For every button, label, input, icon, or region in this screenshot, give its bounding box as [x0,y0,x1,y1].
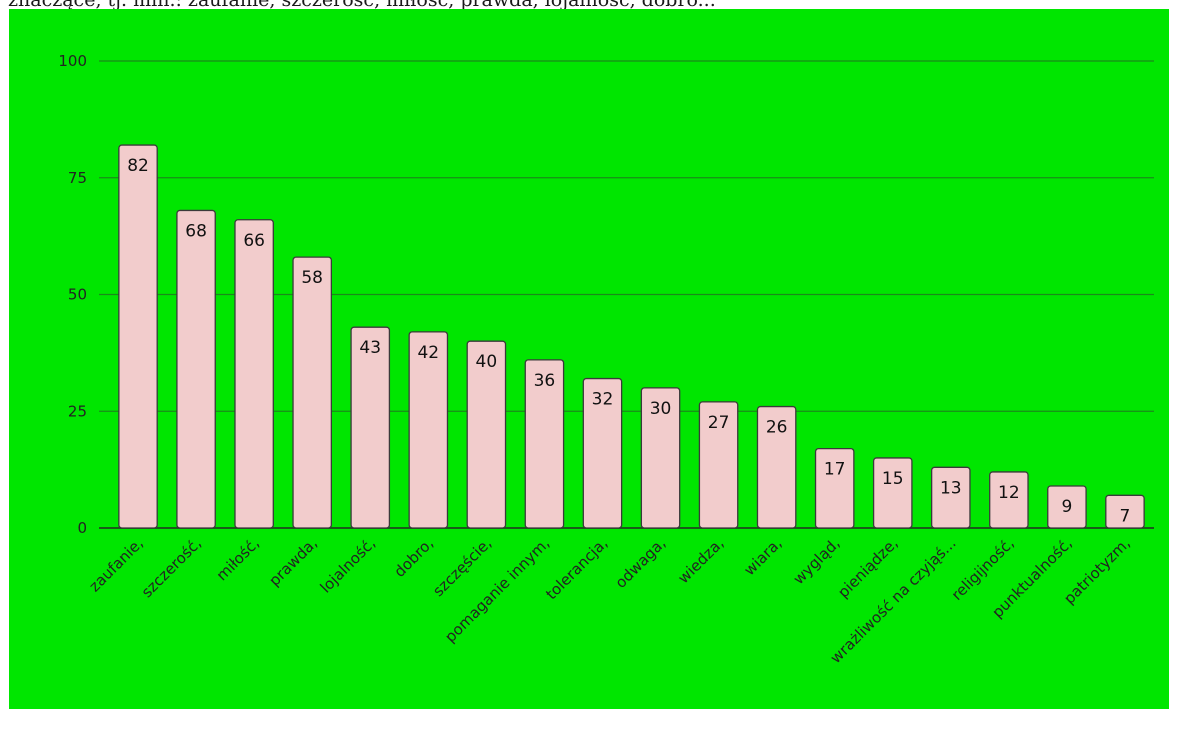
bar [930,466,971,529]
bar [466,340,507,529]
chart-panel: 0 25 50 75 100 82 68 66 58 43 42 40 36 32 30 27 26 17 15 1… [9,9,1169,709]
bar [989,471,1029,529]
bar [408,331,449,529]
bar [1047,485,1087,529]
data-label: 36 [534,371,556,391]
data-label: 42 [417,343,439,363]
bar [640,387,681,529]
bar [1105,494,1145,529]
bar [872,457,913,529]
data-label: 26 [766,418,788,438]
gridlines [99,60,1154,529]
data-label: 58 [301,268,323,288]
bar [698,401,739,529]
data-label: 9 [1062,497,1073,517]
bars [118,144,1145,529]
data-label: 40 [476,352,498,372]
data-label: 68 [185,221,207,241]
data-label: 13 [940,478,962,498]
bar [234,219,274,529]
y-tick-label: 50 [68,286,87,304]
data-label: 17 [824,460,846,480]
data-label: 7 [1120,506,1131,526]
data-label: 82 [127,156,149,176]
data-label: 66 [243,231,265,251]
y-tick-label: 100 [58,52,87,70]
caption-text: znaczące, tj. min.: zaufanie, szczerość,… [8,0,716,11]
bar [176,209,216,529]
bar [292,256,333,529]
data-label: 43 [359,338,381,358]
data-label: 27 [708,413,730,433]
data-label: 32 [592,390,614,410]
bar [118,144,158,529]
bar [524,359,565,529]
y-tick-label: 25 [68,402,87,420]
bar [814,447,855,529]
data-label: 12 [998,483,1020,503]
bar [350,326,391,529]
data-label: 15 [882,469,904,489]
data-labels: 82 68 66 58 43 42 40 36 32 30 27 26 17 15 13 12 9 7 [127,156,1130,526]
y-tick-label: 75 [68,169,87,187]
bar [582,377,623,529]
bar-chart: 0 25 50 75 100 82 68 66 58 43 42 40 36 32 30 27 26 17 15 1… [9,9,1169,709]
y-tick-label: 0 [77,519,87,537]
bar [756,405,797,529]
y-axis-ticks: 0 25 50 75 100 [58,52,87,537]
data-label: 30 [650,399,672,419]
